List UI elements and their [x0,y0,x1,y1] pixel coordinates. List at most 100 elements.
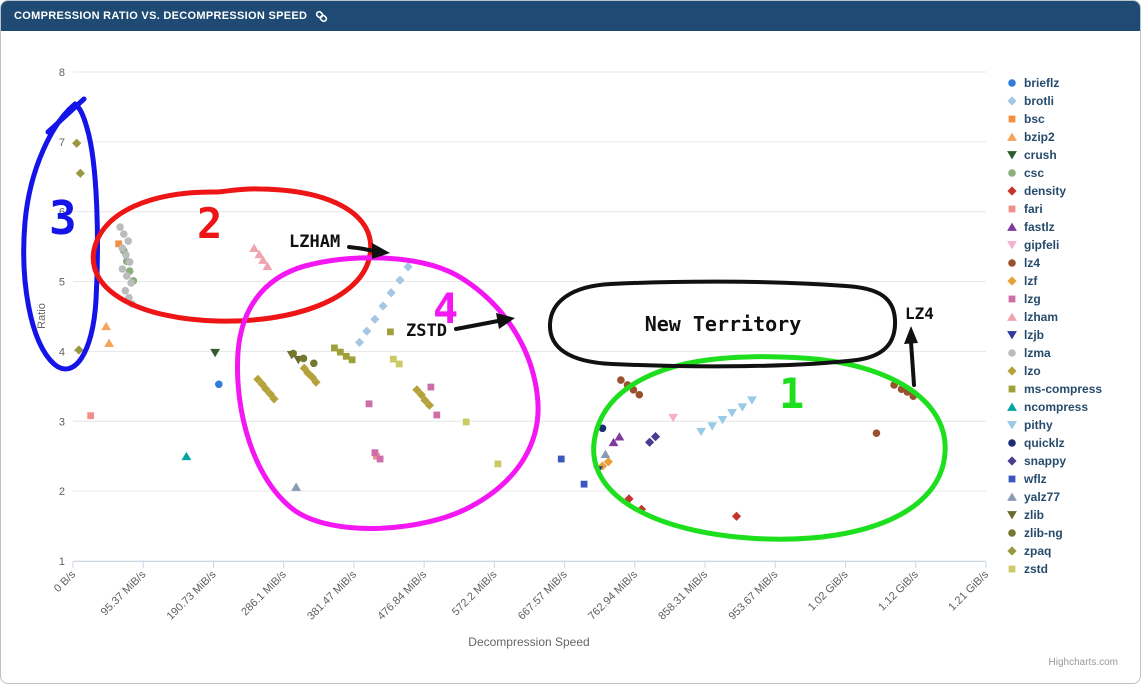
legend-item-quicklz[interactable]: quicklz [1006,434,1138,452]
point-zpaq[interactable] [75,168,85,178]
point-pithy[interactable] [717,415,728,425]
point-fari[interactable] [87,412,95,420]
legend-item-ncompress[interactable]: ncompress [1006,398,1138,416]
point-yalz77[interactable] [291,482,302,491]
legend-item-ms-compress[interactable]: ms-compress [1006,380,1138,398]
point-brotli[interactable] [362,326,372,336]
point-lzma[interactable] [120,230,128,238]
legend-item-wflz[interactable]: wflz [1006,470,1138,488]
point-ms-compress[interactable] [386,328,394,336]
credit-link[interactable]: Highcharts.com [1049,657,1118,668]
legend-item-lzo[interactable]: lzo [1006,362,1138,380]
point-ncompress[interactable] [181,451,192,461]
point-zpaq[interactable] [74,345,84,355]
point-lz4[interactable] [635,390,644,399]
point-ms-compress[interactable] [348,356,356,364]
point-density[interactable] [636,504,647,514]
point-lzg[interactable] [433,411,441,419]
point-yalz77[interactable] [600,449,611,459]
point-lzma[interactable] [121,286,130,295]
legend-item-bsc[interactable]: bsc [1006,110,1138,128]
point-lzma[interactable] [127,279,135,287]
point-pithy[interactable] [747,396,757,405]
point-zstd[interactable] [494,460,502,468]
point-bzip2[interactable] [104,338,114,347]
point-lzo[interactable] [420,395,430,405]
point-brotli[interactable] [386,288,396,298]
point-lzo[interactable] [424,400,435,410]
legend-item-brotli[interactable]: brotli [1006,92,1138,110]
point-lzo[interactable] [265,389,275,399]
point-gipfeli[interactable] [668,413,679,423]
legend-item-lzham[interactable]: lzham [1006,308,1138,326]
point-lzo[interactable] [261,384,271,394]
point-crush[interactable] [210,348,221,358]
point-brotli[interactable] [354,337,365,347]
point-bzip2[interactable] [101,321,112,331]
point-lz4[interactable] [617,376,625,384]
point-pithy[interactable] [707,422,718,431]
point-snappy[interactable] [645,437,655,447]
point-lzo[interactable] [269,394,279,404]
point-zstd[interactable] [462,418,470,426]
point-fastlz[interactable] [608,437,619,447]
point-lzg[interactable] [427,383,435,391]
point-lzg[interactable] [376,455,384,463]
legend-item-csc[interactable]: csc [1006,164,1138,182]
point-lzo[interactable] [412,385,422,395]
point-brotli[interactable] [378,301,388,311]
point-zlib-ng[interactable] [289,349,297,358]
legend-item-pithy[interactable]: pithy [1006,416,1138,434]
legend-item-yalz77[interactable]: yalz77 [1006,488,1138,506]
legend-item-zpaq[interactable]: zpaq [1006,542,1138,560]
legend-item-lzg[interactable]: lzg [1006,290,1138,308]
point-lzg[interactable] [371,449,379,457]
point-lzma[interactable] [125,258,134,266]
point-lzo[interactable] [257,379,267,389]
point-zlib-ng[interactable] [310,359,318,368]
legend-item-lzf[interactable]: lzf [1006,272,1138,290]
legend-item-snappy[interactable]: snappy [1006,452,1138,470]
point-zstd[interactable] [395,360,403,368]
point-lzma[interactable] [118,265,127,273]
point-lzham[interactable] [249,243,260,252]
point-fari[interactable] [373,452,380,460]
point-lzham[interactable] [258,255,268,264]
legend-item-zlib-ng[interactable]: zlib-ng [1006,524,1138,542]
point-lzma[interactable] [122,251,130,259]
point-lz4[interactable] [872,429,881,437]
legend-item-lz4[interactable]: lz4 [1006,254,1138,272]
point-pithy[interactable] [696,427,707,437]
point-brieflz[interactable] [215,380,223,389]
point-lzma[interactable] [118,244,127,252]
point-lzf[interactable] [597,461,608,471]
point-ms-compress[interactable] [342,352,350,360]
legend-item-brieflz[interactable]: brieflz [1006,74,1138,92]
point-fastlz[interactable] [614,432,625,441]
point-lzg[interactable] [365,400,373,408]
point-lzham[interactable] [254,249,265,259]
point-lzf[interactable] [603,457,613,467]
point-brotli[interactable] [395,275,405,285]
point-lzma[interactable] [116,223,124,231]
point-ms-compress[interactable] [336,348,344,356]
point-pithy[interactable] [727,409,737,418]
link-icon[interactable] [315,10,328,23]
legend-item-density[interactable]: density [1006,182,1138,200]
point-zpaq[interactable] [72,138,82,148]
legend-item-lzjb[interactable]: lzjb [1006,326,1138,344]
point-zlib-ng[interactable] [299,354,308,363]
point-snappy[interactable] [650,432,661,442]
legend-item-fari[interactable]: fari [1006,200,1138,218]
point-wflz[interactable] [557,455,565,463]
point-lzma[interactable] [122,272,131,280]
point-lzo[interactable] [416,390,426,400]
point-bsc[interactable] [115,240,123,248]
point-lzham[interactable] [262,261,273,271]
point-lzo[interactable] [253,374,263,384]
legend-item-lzma[interactable]: lzma [1006,344,1138,362]
legend-item-zstd[interactable]: zstd [1006,560,1138,578]
legend-item-gipfeli[interactable]: gipfeli [1006,236,1138,254]
point-lzo[interactable] [299,363,309,373]
point-lzo[interactable] [311,377,321,387]
